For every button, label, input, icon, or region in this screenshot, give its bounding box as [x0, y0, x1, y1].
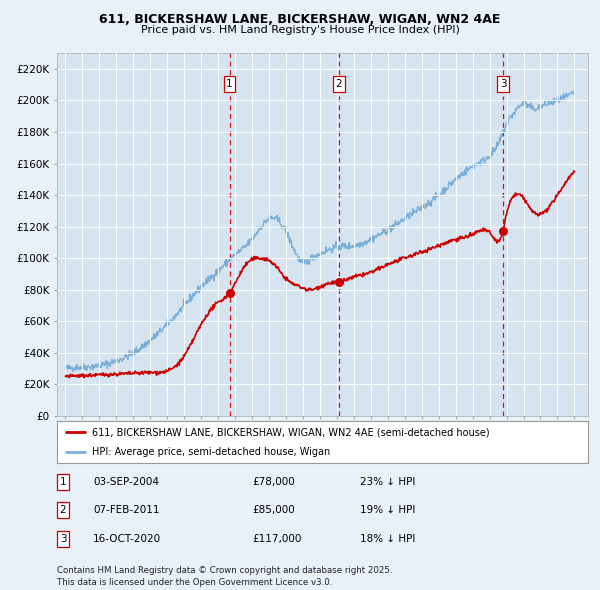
Text: 2: 2	[335, 79, 342, 89]
Text: 19% ↓ HPI: 19% ↓ HPI	[360, 506, 415, 515]
Text: 23% ↓ HPI: 23% ↓ HPI	[360, 477, 415, 487]
Text: 16-OCT-2020: 16-OCT-2020	[93, 534, 161, 543]
Text: 2: 2	[59, 506, 67, 515]
Text: 3: 3	[59, 534, 67, 543]
Text: 1: 1	[226, 79, 233, 89]
Text: HPI: Average price, semi-detached house, Wigan: HPI: Average price, semi-detached house,…	[92, 447, 330, 457]
Text: Price paid vs. HM Land Registry's House Price Index (HPI): Price paid vs. HM Land Registry's House …	[140, 25, 460, 35]
Text: 611, BICKERSHAW LANE, BICKERSHAW, WIGAN, WN2 4AE (semi-detached house): 611, BICKERSHAW LANE, BICKERSHAW, WIGAN,…	[92, 427, 489, 437]
Text: 07-FEB-2011: 07-FEB-2011	[93, 506, 160, 515]
Text: 03-SEP-2004: 03-SEP-2004	[93, 477, 159, 487]
Text: £117,000: £117,000	[252, 534, 301, 543]
Text: £78,000: £78,000	[252, 477, 295, 487]
Text: £85,000: £85,000	[252, 506, 295, 515]
Text: 18% ↓ HPI: 18% ↓ HPI	[360, 534, 415, 543]
Text: 1: 1	[59, 477, 67, 487]
Text: 3: 3	[500, 79, 506, 89]
Text: Contains HM Land Registry data © Crown copyright and database right 2025.
This d: Contains HM Land Registry data © Crown c…	[57, 566, 392, 587]
Text: 611, BICKERSHAW LANE, BICKERSHAW, WIGAN, WN2 4AE: 611, BICKERSHAW LANE, BICKERSHAW, WIGAN,…	[100, 13, 500, 26]
